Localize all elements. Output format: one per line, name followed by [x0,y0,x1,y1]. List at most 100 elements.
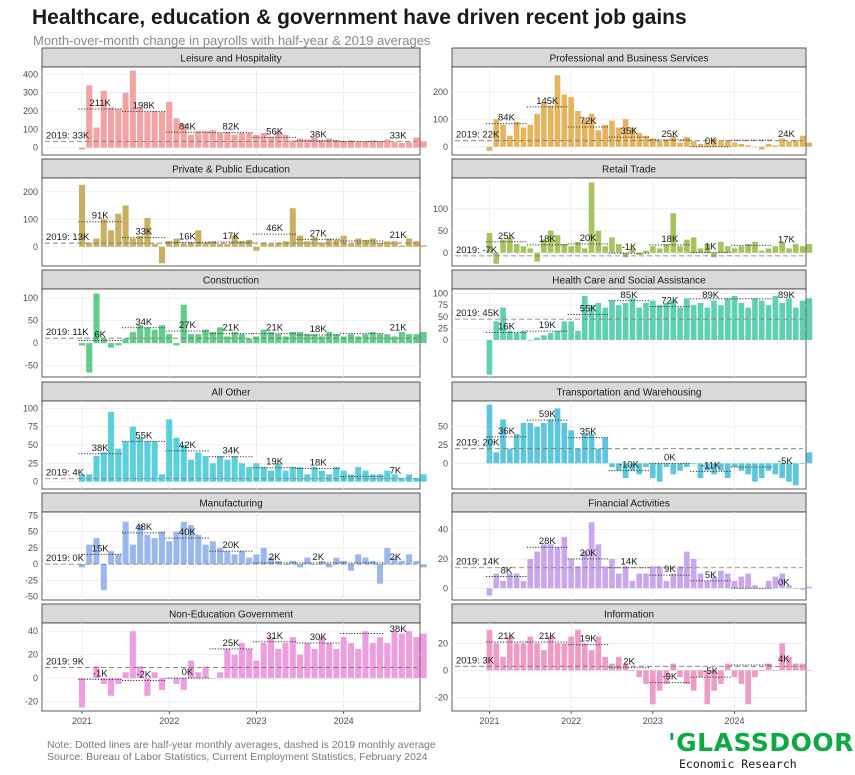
bar [151,538,158,565]
bar [568,321,574,340]
bar [238,241,245,247]
bar [209,541,216,565]
panel-strip-label: Information [604,610,654,621]
bar [486,629,493,671]
bar [340,141,347,148]
half-year-avg-label: 72K [661,296,679,307]
bar [547,333,554,340]
bar [166,101,173,148]
bar [187,334,195,344]
bar [137,107,144,148]
avg-2019-label: 2019: 14K [456,557,500,568]
bar [575,448,581,464]
bar [195,131,202,148]
half-year-avg-label: 17K [223,231,241,242]
panel-3: Private & Public Education 0 100 200 2019: 1… [23,158,427,267]
bar [575,111,581,147]
bar [677,670,683,678]
bar [326,238,333,247]
bar [304,557,311,565]
bar [209,463,216,482]
bar [792,463,799,486]
bar [568,558,574,589]
half-year-avg-label: 6K [94,329,106,340]
bar [217,456,224,482]
bar [752,463,758,482]
bar [615,305,622,340]
bar [318,637,325,679]
half-year-avg-label: 21K [498,631,516,642]
half-year-avg-label: 27K [179,320,197,331]
bar [413,334,420,344]
bar [180,123,187,148]
bar [362,557,369,565]
bar [173,238,180,247]
bar [758,146,765,150]
bar [643,573,649,589]
bar [246,467,253,482]
bar [663,580,670,589]
half-year-avg-label: 91K [92,211,110,222]
half-year-avg-label: 89K [778,290,796,301]
bar [486,339,493,375]
bar [384,547,391,565]
bar [500,124,506,147]
half-year-avg-label: 14K [621,557,639,568]
bar [772,576,779,589]
bar [224,459,231,482]
bar [333,467,340,482]
bar [745,307,751,340]
half-year-avg-label: 0K [182,667,194,678]
bar [500,239,506,253]
x-tick-label: 2023 [246,716,266,726]
bar [745,670,751,705]
bar [731,463,738,467]
bar [238,642,245,679]
bar [690,670,697,691]
bar [656,463,663,482]
avg-2019-label: 2019: 33K [46,131,90,142]
bar [581,248,588,253]
bar [711,463,717,475]
bar [376,564,384,584]
y-tick-label: 0 [33,559,38,569]
bar [595,544,602,589]
bar [684,463,690,467]
bar [369,560,376,565]
bar [398,245,405,247]
bar [541,544,547,589]
bar [246,133,253,148]
bar [369,331,376,344]
bar [738,576,745,589]
bar [758,670,765,671]
bar [670,573,677,589]
bar [267,136,275,148]
bar [144,327,151,344]
bar [413,560,420,565]
bar [711,252,717,258]
bar [493,452,500,464]
bar [93,666,100,679]
bar [151,329,158,344]
x-tick-label: 2024 [334,716,354,726]
bar [758,463,765,478]
bar [806,670,813,671]
bar [622,566,629,589]
bar [209,130,216,148]
half-year-avg-label: -2K [136,669,151,680]
bar [253,336,260,344]
bar [151,244,158,247]
bar [297,564,304,568]
bar [779,643,785,671]
bar [260,642,267,679]
y-tick-label: 50 [438,422,448,432]
bar [355,238,362,247]
bar [792,139,799,147]
half-year-avg-label: 15K [92,543,110,554]
panel-strip-label: Construction [203,276,259,287]
chart-subtitle: Month-over-month change in payrolls with… [33,33,431,48]
half-year-avg-label: 89K [702,290,720,301]
half-year-avg-label: 19K [580,634,598,645]
half-year-avg-label: 35K [621,126,639,137]
y-tick-label: 75 [438,300,448,310]
